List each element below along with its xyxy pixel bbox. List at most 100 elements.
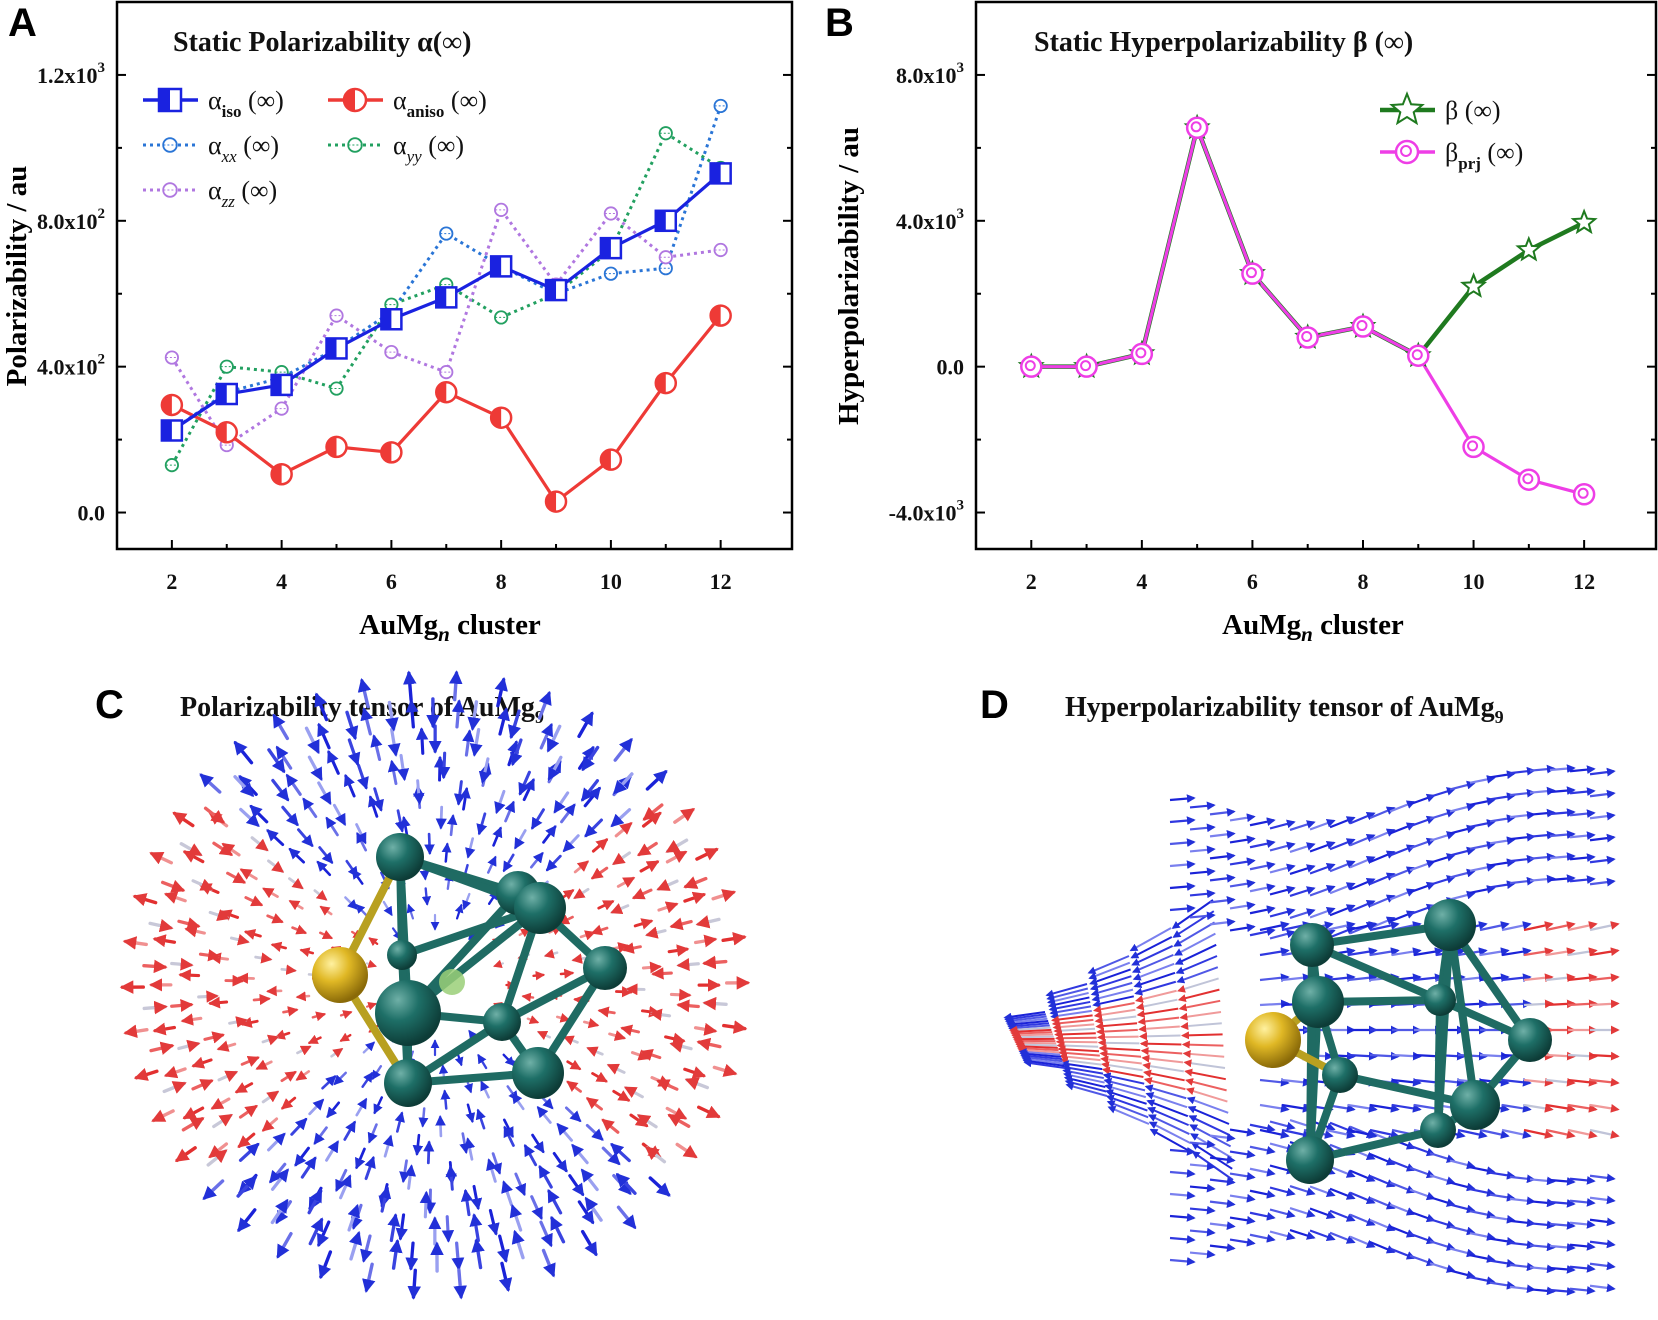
field-arrow <box>401 755 404 778</box>
field-arrow <box>478 1111 484 1129</box>
field-arrow <box>464 894 469 908</box>
field-arrow <box>320 933 331 938</box>
field-arrow <box>466 1191 469 1214</box>
field-arrow <box>618 878 633 886</box>
field-arrow <box>540 693 549 718</box>
field-arrow <box>1055 1029 1095 1031</box>
field-arrow <box>488 857 495 872</box>
field-arrow <box>643 967 659 968</box>
field-arrow <box>366 1264 372 1290</box>
field-arrow <box>459 782 462 804</box>
field-arrow <box>612 810 629 826</box>
field-arrow <box>697 850 716 860</box>
field-arrow <box>500 1236 506 1260</box>
field-arrow <box>359 765 367 787</box>
field-arrow <box>296 1148 309 1165</box>
field-arrow <box>1140 1027 1180 1030</box>
data-point <box>660 127 672 139</box>
field-arrow <box>193 1081 211 1089</box>
field-arrow <box>1170 842 1194 844</box>
field-arrow <box>394 1242 398 1268</box>
field-arrow <box>1450 1271 1474 1277</box>
legend-greek: α <box>208 86 222 115</box>
field-arrow <box>1145 1072 1185 1080</box>
field-arrow <box>211 1002 227 1003</box>
field-arrow <box>583 781 598 800</box>
field-arrow <box>447 1217 448 1241</box>
field-arrow <box>696 1028 715 1031</box>
field-arrow <box>1450 871 1474 877</box>
field-arrow <box>1450 805 1474 811</box>
field-arrow <box>600 1011 615 1013</box>
legend-greek: α <box>208 176 222 205</box>
field-arrow <box>586 820 601 836</box>
field-arrow <box>685 1069 704 1075</box>
field-arrow <box>385 1137 391 1156</box>
field-arrow <box>1590 1264 1614 1267</box>
field-arrow <box>367 1004 375 1007</box>
field-arrow <box>1270 844 1294 850</box>
field-arrow <box>152 854 172 863</box>
field-arrow <box>593 1073 606 1081</box>
x-tick-label: 8 <box>1357 569 1368 594</box>
field-arrow <box>428 1142 429 1162</box>
field-arrow <box>614 1091 629 1100</box>
field-arrow <box>1230 817 1254 821</box>
field-arrow <box>1180 1001 1220 1009</box>
field-arrow <box>357 905 367 915</box>
field-arrow <box>610 1034 624 1038</box>
field-arrow <box>615 774 632 793</box>
field-arrow <box>457 905 461 918</box>
chart-a-xlabel-rest: cluster <box>450 609 541 641</box>
mg-atom <box>1290 923 1334 967</box>
data-point <box>166 459 178 471</box>
legend-suffix: (∞) <box>444 86 486 115</box>
field-arrow <box>1230 839 1254 843</box>
x-tick-label: 4 <box>276 569 287 594</box>
field-arrow <box>347 861 357 876</box>
field-arrow <box>1210 1224 1234 1227</box>
field-arrow <box>506 803 514 821</box>
field-arrow <box>164 1083 184 1091</box>
field-arrow <box>287 776 300 795</box>
mg-atom <box>1424 984 1456 1016</box>
field-arrow <box>373 1066 381 1078</box>
field-arrow <box>1139 1018 1179 1022</box>
field-arrow <box>440 1117 441 1136</box>
field-arrow <box>1250 864 1274 869</box>
field-arrow <box>1098 1030 1138 1032</box>
data-point <box>162 420 182 440</box>
field-arrow <box>497 791 504 811</box>
field-arrow <box>126 1030 147 1033</box>
data-point <box>221 360 233 372</box>
mg-atom <box>483 1003 521 1041</box>
field-arrow <box>1013 1034 1053 1035</box>
panel-d-title: Hyperpolarizability tensor of AuMg9 <box>1065 692 1504 727</box>
field-arrow <box>1142 1051 1182 1054</box>
y-tick-base: 4.0x10 <box>896 209 957 234</box>
field-arrow <box>1170 1238 1194 1240</box>
field-arrow <box>441 807 442 827</box>
field-arrow <box>1175 934 1215 955</box>
chart-a-xlabel-main: AuMg <box>359 609 438 641</box>
y-tick-exp: 2 <box>98 352 106 368</box>
field-arrow <box>413 1270 415 1297</box>
legend-label: αiso (∞) <box>208 86 284 121</box>
field-arrow <box>696 939 715 942</box>
field-arrow <box>1179 990 1219 1000</box>
field-arrow <box>183 1119 202 1130</box>
legend-sub: yy <box>405 147 423 166</box>
field-arrow <box>457 1243 459 1268</box>
field-arrow <box>269 1134 284 1150</box>
field-arrow <box>1250 886 1274 891</box>
field-arrow <box>1170 1260 1194 1262</box>
y-tick-exp: 3 <box>957 60 965 76</box>
plot-frame-a <box>117 2 792 549</box>
field-arrow <box>392 762 396 784</box>
field-arrow <box>566 1108 579 1121</box>
field-arrow <box>374 737 379 760</box>
field-arrow <box>1210 900 1234 903</box>
field-arrow <box>489 1160 495 1181</box>
field-arrow <box>290 849 303 862</box>
field-arrow <box>672 922 691 927</box>
